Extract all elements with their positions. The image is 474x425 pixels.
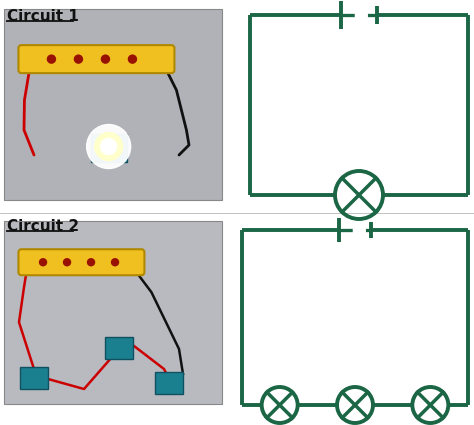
FancyBboxPatch shape bbox=[91, 133, 127, 162]
Circle shape bbox=[39, 259, 46, 266]
Circle shape bbox=[101, 55, 109, 63]
Circle shape bbox=[88, 259, 94, 266]
Circle shape bbox=[64, 259, 71, 266]
Circle shape bbox=[95, 133, 123, 161]
Circle shape bbox=[100, 139, 117, 155]
FancyBboxPatch shape bbox=[4, 9, 222, 200]
Text: Circuit 2: Circuit 2 bbox=[7, 219, 79, 234]
Circle shape bbox=[87, 125, 131, 169]
FancyBboxPatch shape bbox=[20, 367, 48, 389]
FancyBboxPatch shape bbox=[18, 45, 174, 73]
Circle shape bbox=[111, 259, 118, 266]
Circle shape bbox=[47, 55, 55, 63]
FancyBboxPatch shape bbox=[4, 221, 222, 404]
FancyBboxPatch shape bbox=[155, 372, 183, 394]
FancyBboxPatch shape bbox=[105, 337, 133, 359]
Circle shape bbox=[74, 55, 82, 63]
Circle shape bbox=[128, 55, 137, 63]
Text: Circuit 1: Circuit 1 bbox=[7, 9, 79, 24]
FancyBboxPatch shape bbox=[18, 249, 145, 275]
